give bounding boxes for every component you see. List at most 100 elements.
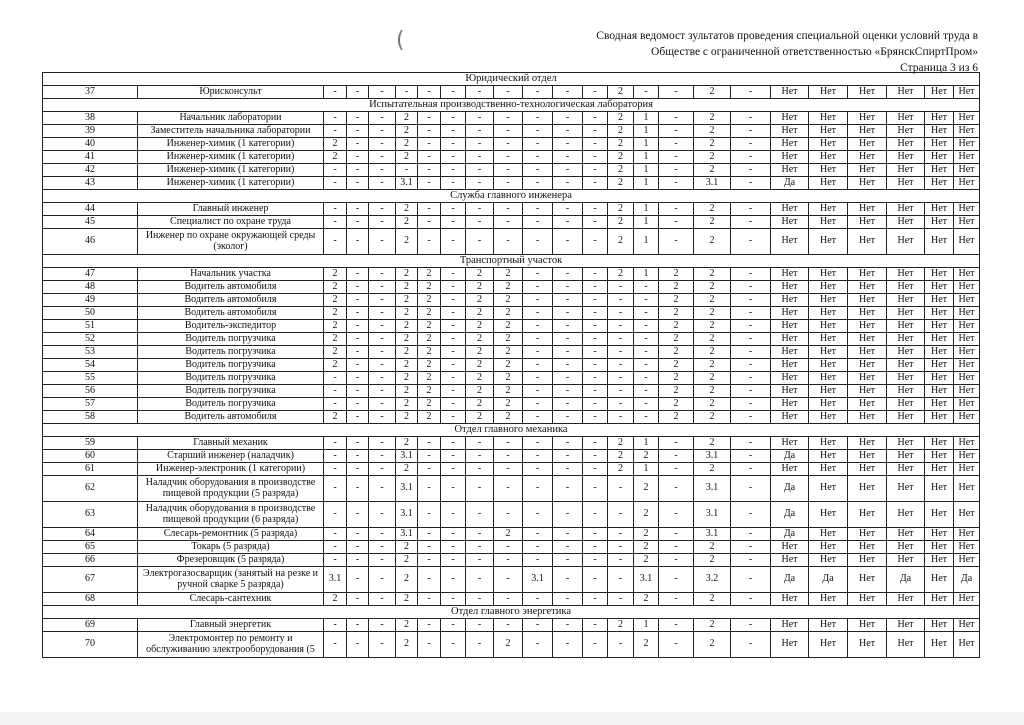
class-value-cell: 2 <box>493 280 523 294</box>
yes-no-cell: Нет <box>886 618 925 632</box>
row-number: 69 <box>42 618 138 632</box>
class-value-cell: - <box>582 111 608 125</box>
class-value-cell: 2 <box>607 618 634 632</box>
class-value-cell: - <box>368 553 396 567</box>
yes-no-cell: Нет <box>952 137 981 151</box>
class-value-cell: - <box>465 449 494 463</box>
class-value-cell: 2 <box>493 631 523 658</box>
yes-no-cell: Нет <box>886 527 925 541</box>
class-value-cell: 2 <box>395 280 418 294</box>
yes-no-cell: Нет <box>808 111 848 125</box>
yes-no-cell: Нет <box>847 553 887 567</box>
yes-no-cell: Да <box>808 566 848 593</box>
yes-no-cell: Нет <box>886 410 925 424</box>
class-value-cell: 3.1 <box>522 566 553 593</box>
yes-no-cell: Нет <box>952 449 981 463</box>
class-value-cell: 2 <box>323 137 347 151</box>
class-value-cell: 2 <box>693 397 731 411</box>
class-value-cell: - <box>368 384 396 398</box>
class-value-cell: - <box>582 475 608 502</box>
yes-no-cell: Нет <box>924 267 954 281</box>
class-value-cell: 2 <box>465 371 494 385</box>
class-value-cell: - <box>730 449 771 463</box>
yes-no-cell: Нет <box>808 124 848 138</box>
class-value-cell: - <box>633 410 659 424</box>
yes-no-cell: Нет <box>924 527 954 541</box>
class-value-cell: - <box>465 111 494 125</box>
class-value-cell: - <box>323 202 347 216</box>
position-name: Инженер-химик (1 категории) <box>137 137 324 151</box>
yes-no-cell: Нет <box>808 449 848 463</box>
class-value-cell: - <box>440 566 466 593</box>
row-number: 39 <box>42 124 138 138</box>
class-value-cell: - <box>323 462 347 476</box>
yes-no-cell: Нет <box>847 371 887 385</box>
row-number: 51 <box>42 319 138 333</box>
class-value-cell: - <box>323 215 347 229</box>
table-row: 43 Инженер-химик (1 категории) - - -3.1- - - - -… <box>42 176 981 190</box>
class-value-cell: - <box>582 527 608 541</box>
yes-no-cell: Нет <box>847 501 887 528</box>
yes-no-cell: Нет <box>847 358 887 372</box>
yes-no-cell: Нет <box>886 462 925 476</box>
row-number: 67 <box>42 566 138 593</box>
table-row: 40 Инженер-химик (1 категории) 2- -2- - - - - - -… <box>42 137 981 151</box>
yes-no-cell: Нет <box>808 410 848 424</box>
yes-no-cell: Нет <box>808 163 848 177</box>
yes-no-cell: Нет <box>886 150 925 164</box>
class-value-cell: - <box>522 462 553 476</box>
class-value-cell: - <box>522 410 553 424</box>
class-value-cell: - <box>417 618 441 632</box>
class-value-cell: - <box>633 345 659 359</box>
class-value-cell: - <box>582 319 608 333</box>
yes-no-cell: Нет <box>770 592 809 606</box>
class-value-cell: - <box>582 293 608 307</box>
yes-no-cell: Нет <box>886 358 925 372</box>
yes-no-cell: Да <box>886 566 925 593</box>
class-value-cell: - <box>346 436 369 450</box>
class-value-cell: 2 <box>395 566 418 593</box>
class-value-cell: - <box>440 280 466 294</box>
yes-no-cell: Нет <box>886 436 925 450</box>
class-value-cell: 2 <box>417 384 441 398</box>
class-value-cell: 2 <box>417 293 441 307</box>
class-value-cell: - <box>417 449 441 463</box>
yes-no-cell: Нет <box>808 228 848 255</box>
class-value-cell: - <box>346 150 369 164</box>
class-value-cell: - <box>440 592 466 606</box>
class-value-cell: 3.1 <box>633 566 659 593</box>
yes-no-cell: Нет <box>952 345 981 359</box>
position-name: Наладчик оборудования в производстве пищ… <box>137 475 324 502</box>
class-value-cell: - <box>582 371 608 385</box>
class-value-cell: - <box>395 85 418 99</box>
class-value-cell: 1 <box>633 436 659 450</box>
class-value-cell: - <box>346 540 369 554</box>
yes-no-cell: Нет <box>924 462 954 476</box>
yes-no-cell: Нет <box>770 124 809 138</box>
position-name: Главный механик <box>137 436 324 450</box>
class-value-cell: - <box>368 592 396 606</box>
yes-no-cell: Нет <box>770 631 809 658</box>
class-value-cell: - <box>552 202 583 216</box>
class-value-cell: 2 <box>693 592 731 606</box>
class-value-cell: - <box>607 631 634 658</box>
class-value-cell: - <box>607 397 634 411</box>
class-value-cell: - <box>658 501 694 528</box>
class-value-cell: 2 <box>395 319 418 333</box>
row-number: 52 <box>42 332 138 346</box>
yes-no-cell: Да <box>770 566 809 593</box>
class-value-cell: 2 <box>607 449 634 463</box>
class-value-cell: - <box>368 462 396 476</box>
class-value-cell: - <box>730 332 771 346</box>
table-row: 63 Наладчик оборудования в производстве п… <box>42 501 981 528</box>
class-value-cell: 2 <box>658 410 694 424</box>
class-value-cell: - <box>346 228 369 255</box>
class-value-cell: - <box>440 345 466 359</box>
scan-edge <box>0 712 1024 725</box>
yes-no-cell: Нет <box>847 124 887 138</box>
class-value-cell: - <box>440 124 466 138</box>
class-value-cell: - <box>522 449 553 463</box>
class-value-cell: - <box>607 319 634 333</box>
yes-no-cell: Нет <box>770 85 809 99</box>
yes-no-cell: Нет <box>952 306 981 320</box>
